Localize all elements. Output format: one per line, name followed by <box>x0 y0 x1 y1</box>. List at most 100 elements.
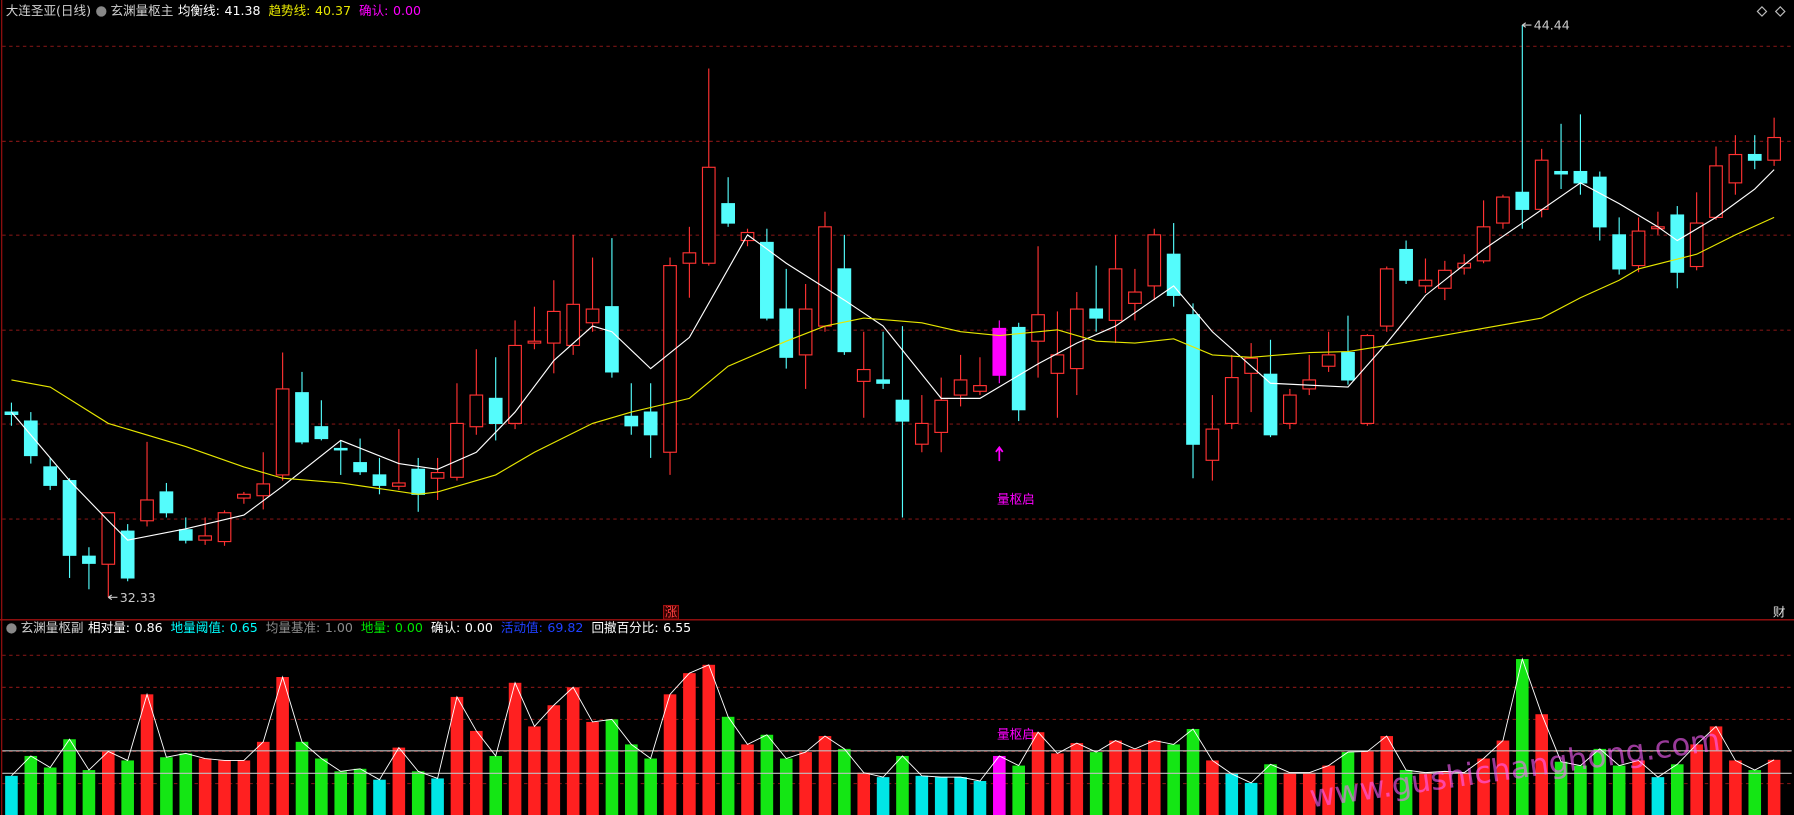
signal-label: 量枢启 <box>997 726 1035 741</box>
volume-bar <box>295 741 309 815</box>
candle-body <box>701 166 716 264</box>
volume-bar <box>1225 773 1239 815</box>
candle-body <box>1011 326 1026 411</box>
candle-body <box>934 399 949 433</box>
candle-body <box>1728 153 1743 184</box>
candle-body <box>469 394 484 428</box>
indicator-value: 69.82 <box>547 620 583 635</box>
volume-bar <box>1051 753 1064 815</box>
icon[interactable] <box>1756 6 1768 17</box>
candle-body <box>895 399 910 422</box>
volume-bar <box>179 753 193 815</box>
volume-bar <box>1748 770 1762 815</box>
volume-bar <box>63 739 76 815</box>
volume-bar <box>1554 761 1568 815</box>
candle-body <box>1321 354 1336 367</box>
volume-bar <box>1283 772 1297 815</box>
candle-body <box>353 462 367 473</box>
candle-body <box>585 308 600 324</box>
indicator-line <box>11 216 1775 495</box>
volume-bar <box>218 760 231 815</box>
volume-bar <box>1167 744 1180 815</box>
volume-bar <box>993 755 1006 815</box>
indicator-name: 回撤百分比: <box>591 620 658 635</box>
relative-volume-line <box>11 657 1775 784</box>
volume-bar <box>799 752 812 815</box>
signal-label: 量枢启 <box>997 492 1035 507</box>
volume-bar <box>1361 751 1374 815</box>
candle-body <box>1767 136 1781 161</box>
volume-bar <box>1341 752 1355 815</box>
indicator-name: 趋势线: <box>268 3 310 18</box>
volume-bar <box>838 748 851 815</box>
volume-bar <box>392 747 406 815</box>
candle-body <box>508 344 522 424</box>
volume-bar <box>489 755 502 815</box>
candle-body <box>1360 334 1375 424</box>
volume-bar <box>934 777 948 815</box>
candle-body <box>140 499 154 522</box>
volume-bar <box>1089 752 1103 815</box>
badge-box <box>663 604 680 620</box>
volume-bar <box>24 755 38 815</box>
volume-bar <box>198 758 212 815</box>
volume-bar <box>624 744 638 815</box>
indicator-name: 确认: <box>431 620 460 635</box>
extreme-pointer <box>1521 22 1532 28</box>
indicator-name: 地量阈值: <box>171 620 226 635</box>
volume-bar <box>1070 743 1084 815</box>
volume-bar <box>1651 777 1665 815</box>
candle-body <box>430 471 445 479</box>
candle-body <box>663 265 677 453</box>
volume-bar <box>721 716 735 815</box>
indicator-value: 1.00 <box>325 620 353 635</box>
volume-bar <box>973 780 987 815</box>
candle-body <box>1166 253 1181 296</box>
indicator-value: 41.38 <box>224 3 260 18</box>
candle-body <box>1437 269 1452 289</box>
volume-bar <box>1186 728 1200 815</box>
candle-body <box>1205 428 1220 461</box>
candle-body <box>1631 230 1646 267</box>
volume-bar <box>1632 760 1645 815</box>
volume-bar <box>82 770 96 815</box>
candle-body <box>237 493 251 499</box>
icon[interactable] <box>1774 6 1786 17</box>
candle-body <box>779 308 794 358</box>
volume-bar <box>857 772 871 815</box>
candle-body <box>217 512 232 543</box>
volume-bar <box>1690 744 1703 815</box>
candle-body <box>411 468 426 495</box>
volume-bar <box>101 751 115 815</box>
volume-bar <box>1767 759 1781 815</box>
candle-body <box>1031 314 1045 342</box>
candle-body <box>101 512 116 565</box>
indicator-name: 地量: <box>361 620 390 635</box>
volume-bar <box>779 758 793 815</box>
badge: 财 <box>1773 604 1786 619</box>
volume-bar <box>663 694 677 815</box>
candle-body <box>605 306 619 373</box>
header-icon <box>96 6 107 17</box>
candle-body <box>566 303 581 347</box>
volume-bar <box>683 673 696 815</box>
volume-bar <box>586 721 599 815</box>
volume-bar <box>1012 765 1025 815</box>
candle-body <box>721 203 736 224</box>
candle-body <box>178 529 193 541</box>
volume-bar <box>528 726 541 815</box>
candle-body <box>62 480 77 556</box>
candle-body <box>295 392 309 443</box>
volume-bar <box>5 775 18 815</box>
candle-body <box>1670 214 1685 273</box>
volume-bar <box>140 694 154 815</box>
volume-bar <box>237 760 251 815</box>
volume-bar <box>1729 760 1742 815</box>
volume-bar <box>760 734 774 815</box>
candle-body <box>1592 176 1607 228</box>
candle-body <box>372 474 387 486</box>
candle-body <box>391 482 406 487</box>
candle-body <box>1341 351 1355 381</box>
candle-body <box>333 447 348 451</box>
